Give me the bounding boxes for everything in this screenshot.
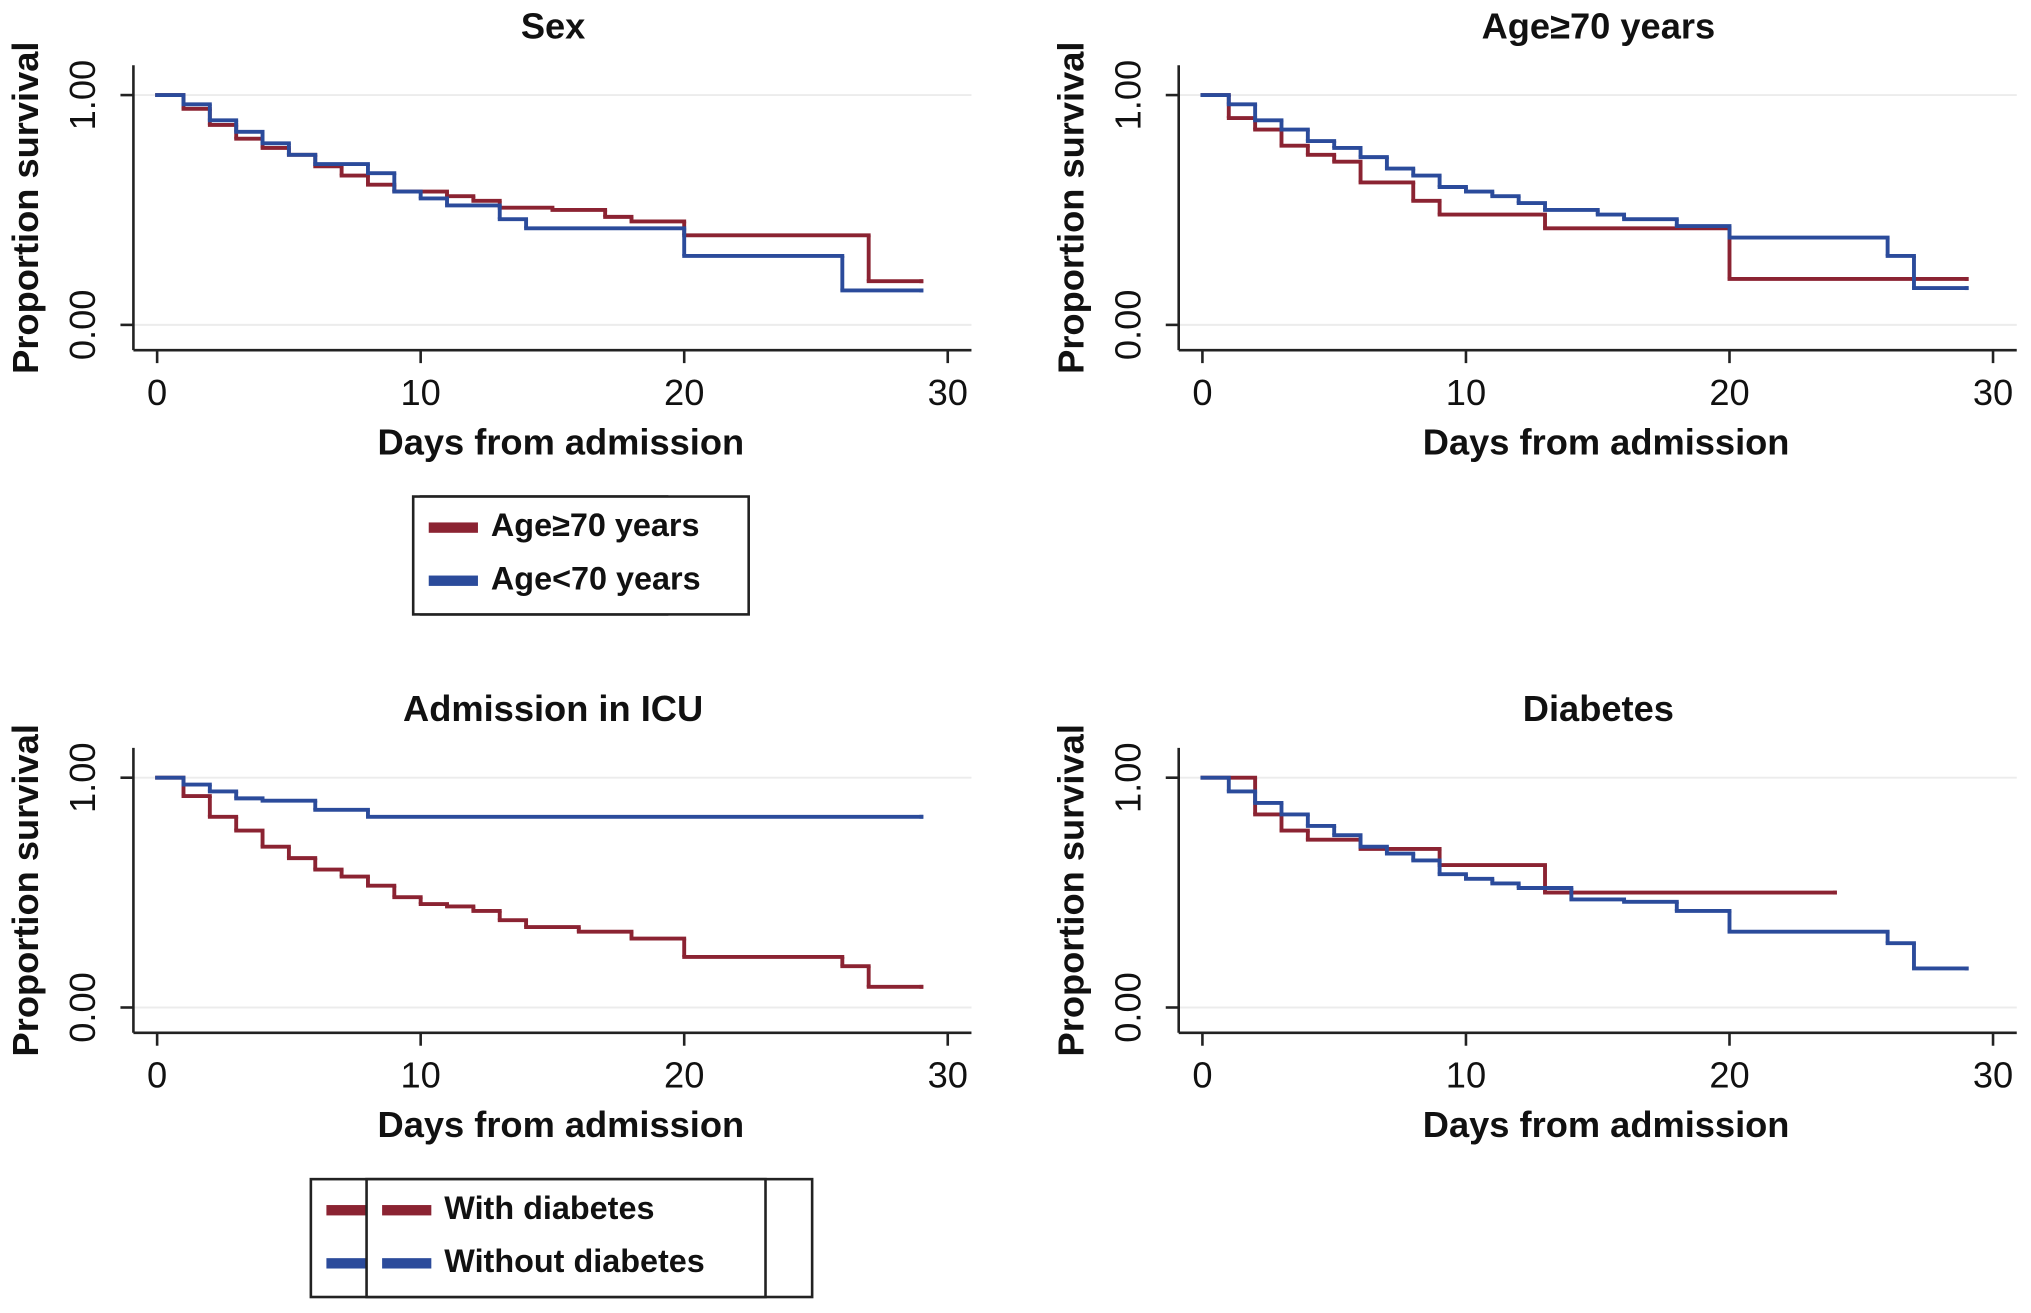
x-tick-label: 20 bbox=[1709, 1055, 1749, 1096]
y-axis-label: Proportion survival bbox=[5, 42, 46, 374]
y-tick-label: 0.00 bbox=[62, 290, 103, 361]
legend-label: Without diabetes bbox=[444, 1243, 705, 1279]
x-tick-label: 0 bbox=[1192, 372, 1212, 413]
y-tick-label: 0.00 bbox=[62, 972, 103, 1043]
legend-box bbox=[365, 1177, 767, 1299]
x-tick-label: 0 bbox=[147, 1055, 167, 1096]
legend-box bbox=[411, 495, 750, 616]
x-tick-label: 20 bbox=[664, 1055, 704, 1096]
y-axis-label: Proportion survival bbox=[1050, 724, 1091, 1056]
x-axis-label: Days from admission bbox=[378, 421, 745, 462]
y-tick-label: 1.00 bbox=[1107, 742, 1148, 813]
x-tick-label: 10 bbox=[1446, 1055, 1486, 1096]
legend-label: Age≥70 years bbox=[491, 507, 700, 543]
x-tick-label: 10 bbox=[1446, 372, 1486, 413]
x-axis-label: Days from admission bbox=[1423, 1104, 1790, 1145]
x-tick-label: 0 bbox=[147, 372, 167, 413]
x-tick-label: 30 bbox=[1973, 1055, 2013, 1096]
y-tick-label: 1.00 bbox=[62, 60, 103, 131]
legend-swatch bbox=[326, 1258, 376, 1269]
x-tick-label: 20 bbox=[1709, 372, 1749, 413]
panel: Age≥70 years Days from admission Proportio… bbox=[411, 6, 2017, 616]
legend-swatch bbox=[428, 522, 478, 533]
panel: Diabetes Days from admission Proportion su… bbox=[365, 688, 2017, 1299]
x-axis-label: Days from admission bbox=[1423, 421, 1790, 462]
x-tick-label: 10 bbox=[401, 1055, 441, 1096]
y-axis-label: Proportion survival bbox=[1050, 42, 1091, 374]
panel-title: Diabetes bbox=[1523, 688, 1674, 729]
y-tick-label: 1.00 bbox=[1107, 60, 1148, 131]
legend-swatch bbox=[326, 1205, 376, 1216]
x-tick-label: 0 bbox=[1192, 1055, 1212, 1096]
y-tick-label: 1.00 bbox=[62, 742, 103, 813]
x-tick-label: 30 bbox=[928, 372, 968, 413]
y-tick-label: 0.00 bbox=[1107, 972, 1148, 1043]
panel-title: Sex bbox=[521, 6, 586, 47]
y-axis-label: Proportion survival bbox=[5, 724, 46, 1056]
panel-title: Admission in ICU bbox=[403, 688, 703, 729]
y-tick-label: 0.00 bbox=[1107, 290, 1148, 361]
legend-label: With diabetes bbox=[444, 1190, 654, 1226]
legend-swatch bbox=[382, 1205, 432, 1216]
x-tick-label: 30 bbox=[928, 1055, 968, 1096]
x-axis-label: Days from admission bbox=[378, 1104, 745, 1145]
x-tick-label: 10 bbox=[401, 372, 441, 413]
panel-title: Age≥70 years bbox=[1482, 6, 1716, 47]
legend-swatch bbox=[382, 1258, 432, 1269]
legend-swatch bbox=[428, 575, 478, 586]
x-tick-label: 20 bbox=[664, 372, 704, 413]
x-tick-label: 30 bbox=[1973, 372, 2013, 413]
legend-label: Age<70 years bbox=[491, 560, 701, 596]
